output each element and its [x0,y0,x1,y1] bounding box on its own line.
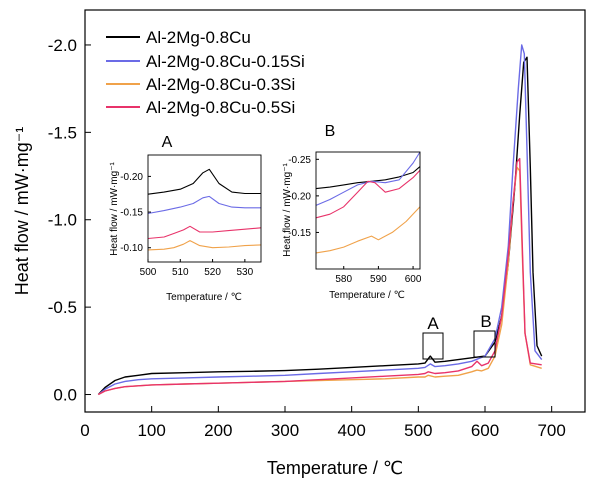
inset-a-y-tick-label-0: -0.10 [120,243,143,254]
inset-a-y-tick-label-2: -0.20 [120,172,143,183]
inset-b-series-line-al-2mg-0-8cu-0-5si [315,169,421,219]
marker-box-a [422,332,444,360]
inset-b-y-tick-label-1: -0.20 [288,191,311,202]
main-y-tick-label-0: 0.0 [53,386,77,405]
inset-b-x-tick-label-590: 590 [370,274,387,285]
inset-a-y-tick-label-1: -0.15 [120,208,143,219]
inset-b-series-line-al-2mg-0-8cu-0-15si [315,151,421,206]
inset-chart-a: A 500 510 520 530 -0.10 -0.15 -0.20 Temperatu… [109,134,262,303]
main-x-tick-label-200: 200 [204,421,232,440]
legend-label-series-2: Al-2Mg-0.8Cu-0.15Si [146,52,305,71]
inset-b-x-ticks: 580 590 600 [335,266,422,285]
main-x-tick-label-300: 300 [271,421,299,440]
marker-label-b: B [480,312,491,331]
inset-a-y-axis-title: Heat flow / mW·mg⁻¹ [109,162,120,256]
legend-label-series-1: Al-2Mg-0.8Cu [146,28,251,47]
main-chart: 0 100 200 300 400 500 600 700 0.0 -0.5 -1.0 -1.5 -2… [12,9,586,478]
inset-b-series-line-al-2mg-0-8cu-0-3si [315,206,421,254]
inset-a-x-tick-label-500: 500 [140,267,157,278]
inset-a-x-axis-title: Temperature / ℃ [166,292,242,303]
main-y-axis-title: Heat flow / mW·mg⁻¹ [12,127,32,296]
inset-a-series-group [147,168,262,251]
main-x-axis-title: Temperature / ℃ [267,458,403,478]
inset-a-y-ticks: -0.10 -0.15 -0.20 [120,172,151,254]
inset-a-series-line-al-2mg-0-8cu-0-3si [147,240,262,251]
main-series-group [97,44,543,396]
inset-b-series-group [315,151,421,254]
inset-b-y-axis-title: Heat flow / mW·mg⁻¹ [282,163,293,257]
inset-b-x-tick-label-600: 600 [405,274,422,285]
inset-a-title: A [162,134,173,151]
main-y-tick-label-2: -1.0 [48,211,77,230]
main-x-ticks: 0 100 200 300 400 500 600 700 [80,406,566,440]
inset-a-x-tick-label-510: 510 [172,267,189,278]
main-x-tick-label-600: 600 [471,421,499,440]
main-x-tick-label-500: 500 [404,421,432,440]
legend-label-series-4: Al-2Mg-0.8Cu-0.5Si [146,98,295,117]
inset-a-x-tick-label-530: 530 [237,267,254,278]
inset-b-y-tick-label-0: -0.15 [288,228,311,239]
inset-b-title: B [325,123,336,140]
inset-a-x-tick-label-520: 520 [204,267,221,278]
marker-box-b [473,330,496,358]
marker-box-b-group: B [473,312,496,358]
inset-a-series-line-al-2mg-0-8cu-0-15si [147,195,261,215]
main-y-tick-label-1: -0.5 [48,298,77,317]
marker-label-a: A [427,314,439,333]
legend: Al-2Mg-0.8Cu Al-2Mg-0.8Cu-0.15Si Al-2Mg-… [106,28,305,117]
main-series-line-al-2mg-0-8cu-0-15si [97,44,543,396]
inset-a-frame [147,154,262,263]
main-series-line-al-2mg-0-8cu [97,56,543,395]
inset-b-x-axis-title: Temperature / ℃ [329,290,405,301]
inset-b-x-tick-label-580: 580 [335,274,352,285]
main-x-tick-label-0: 0 [80,421,89,440]
inset-a-series-line-al-2mg-0-8cu [147,168,261,195]
main-y-ticks: 0.0 -0.5 -1.0 -1.5 -2.0 [48,36,91,405]
main-plot-frame [84,9,586,413]
inset-b-series-line-al-2mg-0-8cu [315,166,421,190]
legend-label-series-3: Al-2Mg-0.8Cu-0.3Si [146,75,295,94]
inset-b-y-ticks: -0.15 -0.20 -0.25 [288,155,319,239]
main-x-tick-label-400: 400 [337,421,365,440]
inset-b-y-tick-label-2: -0.25 [288,155,311,166]
main-series-line-al-2mg-0-8cu-0-5si [97,157,542,396]
main-y-tick-label-4: -2.0 [48,36,77,55]
inset-chart-b: B 580 590 600 -0.15 -0.20 -0.25 Temperature … [282,123,422,301]
marker-box-a-group: A [422,314,444,360]
inset-b-frame [315,151,421,270]
main-y-tick-label-3: -1.5 [48,123,77,142]
main-x-tick-label-700: 700 [537,421,565,440]
inset-a-x-ticks: 500 510 520 530 [140,259,254,278]
main-x-tick-label-100: 100 [137,421,165,440]
inset-a-series-line-al-2mg-0-8cu-0-5si [147,225,262,240]
